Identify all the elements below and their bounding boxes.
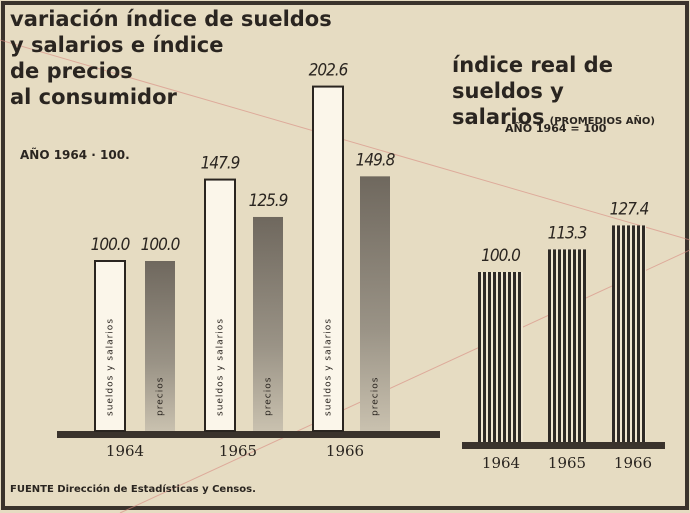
bar-stripe xyxy=(612,225,615,442)
chart-subtitle: AÑO 1964 · 100. xyxy=(20,148,130,162)
bar-series-label: precios xyxy=(264,377,274,416)
print-artifact xyxy=(0,39,690,241)
bar-stripe xyxy=(493,272,496,442)
chart-title: variación índice de sueldos y salarios e… xyxy=(10,7,332,109)
bar xyxy=(478,272,523,442)
x-tick-label: 1966 xyxy=(326,442,364,460)
bar-stripe xyxy=(632,225,635,442)
data-label: 100.0 xyxy=(141,235,180,255)
baseline xyxy=(462,442,665,449)
bar xyxy=(253,216,283,431)
x-tick-label: 1966 xyxy=(614,454,652,472)
bar-stripe xyxy=(578,249,581,442)
bar-stripe xyxy=(583,249,586,442)
bar xyxy=(612,225,646,442)
source: FUENTE Dirección de Estadísticas y Censo… xyxy=(10,484,256,495)
bar xyxy=(204,178,236,432)
bar-stripe xyxy=(503,272,506,442)
bar-stripe xyxy=(637,225,640,442)
baseline xyxy=(57,431,440,438)
bar-stripe xyxy=(513,272,516,442)
bar-series-label: sueldos y salarios xyxy=(324,318,334,416)
x-tick-label: 1965 xyxy=(548,454,586,472)
bar-stripe xyxy=(548,249,551,442)
bar-stripe xyxy=(573,249,576,442)
bar-stripe xyxy=(627,225,630,442)
bar-stripe xyxy=(642,225,645,442)
bar-stripe xyxy=(478,272,481,442)
bar-stripe xyxy=(617,225,620,442)
data-label: 202.6 xyxy=(309,61,349,81)
chart-subtitle: (PROMEDIOS AÑO) xyxy=(549,116,655,127)
chart-title: índice real de sueldos y salarios xyxy=(452,53,613,129)
bar-stripe xyxy=(568,249,571,442)
data-label: 127.4 xyxy=(610,199,649,219)
bar-stripe xyxy=(488,272,491,442)
bar-series-label: precios xyxy=(371,377,381,416)
bar-stripe xyxy=(563,249,566,442)
bar-stripe xyxy=(498,272,501,442)
bar-series-label: precios xyxy=(156,377,166,416)
chart-title-block: índice real de sueldos y salarios (PROME… xyxy=(452,52,687,130)
data-label: 100.0 xyxy=(91,235,130,255)
print-artifact xyxy=(119,249,690,513)
bar xyxy=(94,260,126,432)
bar-stripe xyxy=(558,249,561,442)
data-label: 125.9 xyxy=(249,191,288,211)
bar-stripe xyxy=(622,225,625,442)
bar xyxy=(312,85,344,433)
bar-stripe xyxy=(553,249,556,442)
x-tick-label: 1964 xyxy=(106,442,144,460)
bar-series-label: sueldos y salarios xyxy=(216,318,226,416)
bar-series-label: sueldos y salarios xyxy=(106,318,116,416)
x-tick-label: 1964 xyxy=(482,454,520,472)
bar-stripe xyxy=(518,272,521,442)
bar xyxy=(548,249,586,442)
bar xyxy=(145,261,175,431)
bar xyxy=(360,176,390,431)
data-label: 147.9 xyxy=(201,154,240,174)
x-tick-label: 1965 xyxy=(219,442,257,460)
chart-note: AÑO 1964 = 100 xyxy=(505,122,607,135)
bar-stripe xyxy=(483,272,486,442)
data-label: 113.3 xyxy=(548,223,587,243)
data-label: 100.0 xyxy=(481,246,520,266)
data-label: 149.8 xyxy=(356,150,396,170)
bar-stripe xyxy=(508,272,511,442)
